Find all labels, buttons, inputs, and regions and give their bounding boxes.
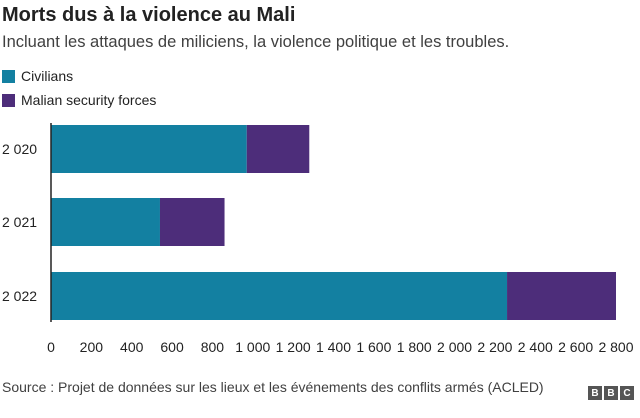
x-tick-label: 1 600 bbox=[356, 339, 391, 355]
y-tick-label: 2 020 bbox=[2, 141, 37, 157]
x-tick-label: 2 600 bbox=[558, 339, 593, 355]
x-tick-label: 2 000 bbox=[437, 339, 472, 355]
x-tick-label: 1 400 bbox=[316, 339, 351, 355]
bar-civilians bbox=[51, 272, 508, 320]
bar-civilians bbox=[51, 198, 160, 246]
x-tick-label: 200 bbox=[80, 339, 104, 355]
x-tick-label: 1 800 bbox=[397, 339, 432, 355]
legend-label: Malian security forces bbox=[21, 92, 157, 108]
legend-item-security-forces: Malian security forces bbox=[2, 92, 156, 108]
x-tick-label: 2 200 bbox=[477, 339, 512, 355]
bar-security-forces bbox=[159, 198, 225, 246]
y-tick-label: 2 022 bbox=[2, 288, 37, 304]
bar-security-forces bbox=[246, 125, 310, 173]
legend-swatch bbox=[2, 69, 15, 83]
bar-civilians bbox=[51, 125, 247, 173]
chart-subtitle: Incluant les attaques de miliciens, la v… bbox=[2, 33, 510, 51]
x-tick-label: 2 800 bbox=[598, 339, 633, 355]
x-tick-label: 1 200 bbox=[276, 339, 311, 355]
legend-label: Civilians bbox=[21, 68, 74, 84]
x-tick-label: 1 000 bbox=[235, 339, 270, 355]
y-tick-label: 2 021 bbox=[2, 214, 37, 230]
legend-swatch bbox=[2, 93, 15, 107]
chart-title: Morts dus à la violence au Mali bbox=[2, 4, 296, 26]
source-note: Source : Projet de données sur les lieux… bbox=[2, 379, 544, 395]
x-tick-label: 800 bbox=[201, 339, 225, 355]
x-tick-label: 600 bbox=[160, 339, 184, 355]
x-tick-label: 0 bbox=[47, 339, 55, 355]
bar-security-forces bbox=[507, 272, 616, 320]
legend-item-civilians: Civilians bbox=[2, 68, 73, 84]
x-tick-label: 2 400 bbox=[518, 339, 553, 355]
x-tick-label: 400 bbox=[120, 339, 144, 355]
